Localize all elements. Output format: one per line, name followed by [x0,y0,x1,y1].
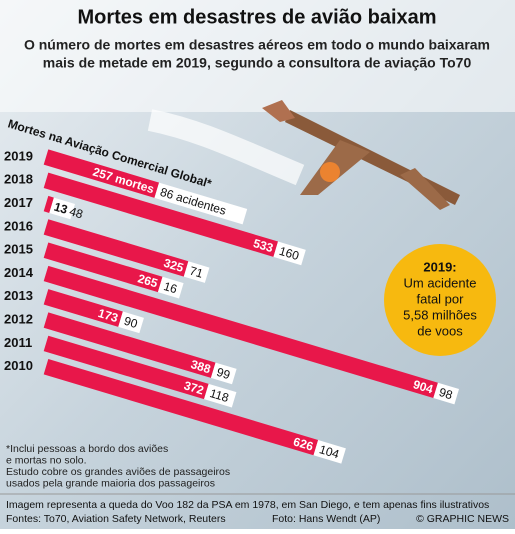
chart-subtitle: mais de metade em 2019, segundo a consul… [43,55,472,71]
accident-box [183,261,210,283]
bar [43,335,209,400]
bar [43,265,438,399]
accident-box [154,182,248,225]
value-label: 265 [136,271,160,290]
footer-text: Fontes: To70, Aviation Safety Network, R… [6,513,226,525]
accident-box [118,311,144,334]
value-label: 372 [182,378,206,397]
bar-row: 173 90 [43,289,144,334]
bar [43,312,216,378]
value-label: 533 [252,236,276,255]
value-label: 71 [188,264,205,281]
category-label: 2012 [4,312,33,327]
annotation-text: de voos [417,323,463,338]
value-label: 16 [162,279,179,296]
category-label: 2017 [4,195,33,210]
value-label: 173 [96,306,120,325]
bar-row: 533 160 [43,172,306,266]
category-label: 2016 [4,218,33,233]
category-label: 2019 [4,148,33,163]
bar-row: 904 98 [43,265,460,405]
accident-box [273,241,306,266]
note: *Inclui pessoas a bordo dos aviões [6,443,168,455]
value-label: 388 [189,357,213,376]
category-label: 2018 [4,172,33,187]
bar [43,195,54,213]
bar [43,359,319,456]
accident-box [49,197,75,220]
value-label: 118 [208,386,231,405]
category-label: 2010 [4,358,33,373]
category-label: 2011 [4,335,32,350]
value-label: 90 [122,314,139,331]
category-label: 2014 [4,265,34,280]
header-bg [0,0,515,112]
bar [43,289,123,327]
value-label: 104 [318,442,342,461]
value-label: 98 [437,385,454,402]
category-label: 2015 [4,242,33,257]
annotation-text: 5,58 milhões [403,307,477,322]
bar-row: 265 16 [43,242,184,299]
accident-box [210,362,237,385]
note: Estudo cobre os grandes aviões de passag… [6,466,230,478]
footer-text: Imagem representa a queda do Voo 182 da … [6,499,489,511]
footer-text: Foto: Hans Wendt (AP) [272,513,380,525]
category-label: 2013 [4,288,33,303]
note: e mortas no solo. [6,454,87,466]
value-label: 13 [52,200,69,217]
bar [43,172,279,257]
annotation-circle [384,244,496,356]
chart-title: Mortes em desastres de avião baixam [77,6,436,28]
accident-box [313,439,346,464]
bar-row: 325 71 [43,219,210,283]
bars: 2010 626 104 2011 372 118 2012 388 99 2013 173 90 20… [4,148,460,464]
value-label: 626 [292,434,316,453]
bar-row: 372 118 [43,335,237,408]
accident-box [204,383,237,408]
accident-box [157,276,184,299]
bar-row: 388 99 [43,312,237,385]
annotation-text: fatal por [417,291,465,306]
value-label: 99 [215,365,232,382]
annotation-text: Um acidente [404,275,477,290]
bar [43,242,163,293]
bar-row: 626 104 [43,359,346,464]
value-label: 48 [68,204,85,221]
plane-illustration [147,100,460,210]
accident-box [433,382,460,405]
value-label: 325 [162,256,186,275]
bar [43,149,160,198]
value-label: 904 [412,377,436,396]
annotation-text: 2019: [423,259,456,274]
footer-text: © GRAPHIC NEWS [416,513,509,525]
value-label: 160 [278,244,302,263]
bar [43,219,189,277]
note: usados pela grande maioria dos passageir… [6,477,215,489]
footer: Imagem representa a queda do Voo 182 da … [6,499,509,525]
chart-subtitle: O número de mortes em desastres aéreos e… [24,37,490,53]
